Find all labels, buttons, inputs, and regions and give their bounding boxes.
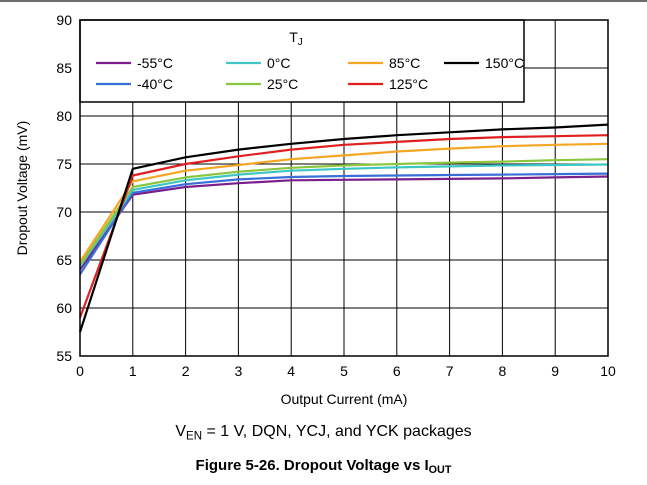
- legend-title-sub: J: [298, 37, 303, 48]
- x-tick-label: 0: [76, 363, 84, 379]
- y-axis-title: Dropout Voltage (mV): [14, 121, 30, 256]
- y-tick-label: 85: [56, 60, 72, 76]
- tick-labels: 0 1 2 3 4 5 6 7 8 9 10 55 60 65 70 75 80 85 90: [56, 12, 616, 379]
- subcaption: VEN = 1 V, DQN, YCJ, and YCK packages: [0, 423, 647, 443]
- x-tick-label: 6: [393, 363, 401, 379]
- legend-label: 25°C: [267, 76, 298, 92]
- y-tick-label: 65: [56, 252, 72, 268]
- figure-caption: Figure 5-26. Dropout Voltage vs IOUT: [0, 457, 647, 477]
- x-tick-label: 2: [182, 363, 190, 379]
- x-tick-label: 8: [499, 363, 507, 379]
- x-axis-title: Output Current (mA): [281, 391, 408, 407]
- figure-caption-main: Figure 5-26. Dropout Voltage vs I: [195, 457, 429, 474]
- y-tick-label: 55: [56, 348, 72, 364]
- series-line: [78, 134, 609, 318]
- subcaption-main: V: [175, 423, 187, 440]
- series-line: [79, 158, 609, 266]
- y-tick-label: 60: [56, 300, 72, 316]
- y-tick-label: 80: [56, 108, 72, 124]
- x-tick-label: 7: [446, 363, 454, 379]
- legend-label: 0°C: [267, 55, 291, 71]
- x-tick-label: 5: [340, 363, 348, 379]
- legend-label: -40°C: [137, 76, 173, 92]
- y-tick-label: 70: [56, 204, 72, 220]
- x-tick-label: 3: [235, 363, 243, 379]
- plot-frame: [79, 19, 609, 357]
- series-line: [79, 142, 609, 263]
- x-tick-label: 9: [551, 363, 559, 379]
- series-line: [78, 123, 609, 333]
- subcaption-sub: EN: [186, 430, 203, 443]
- series-layer: [78, 123, 609, 333]
- legend-label: 85°C: [389, 55, 420, 71]
- figure-caption-sub: OUT: [428, 464, 452, 477]
- y-tick-label: 90: [56, 12, 72, 28]
- legend-box: [79, 19, 525, 103]
- x-tick-label: 1: [129, 363, 137, 379]
- legend-label: 150°C: [485, 55, 524, 71]
- legend-label: 125°C: [389, 76, 428, 92]
- x-tick-label: 4: [287, 363, 295, 379]
- series-line: [79, 163, 609, 268]
- series-line: [79, 175, 609, 271]
- subcaption-rest: = 1 V, DQN, YCJ, and YCK packages: [202, 423, 472, 440]
- legend-label: -55°C: [137, 55, 173, 71]
- y-tick-label: 75: [56, 156, 72, 172]
- series-line: [79, 172, 609, 275]
- x-tick-label: 10: [600, 363, 616, 379]
- top-rule: [0, 0, 647, 2]
